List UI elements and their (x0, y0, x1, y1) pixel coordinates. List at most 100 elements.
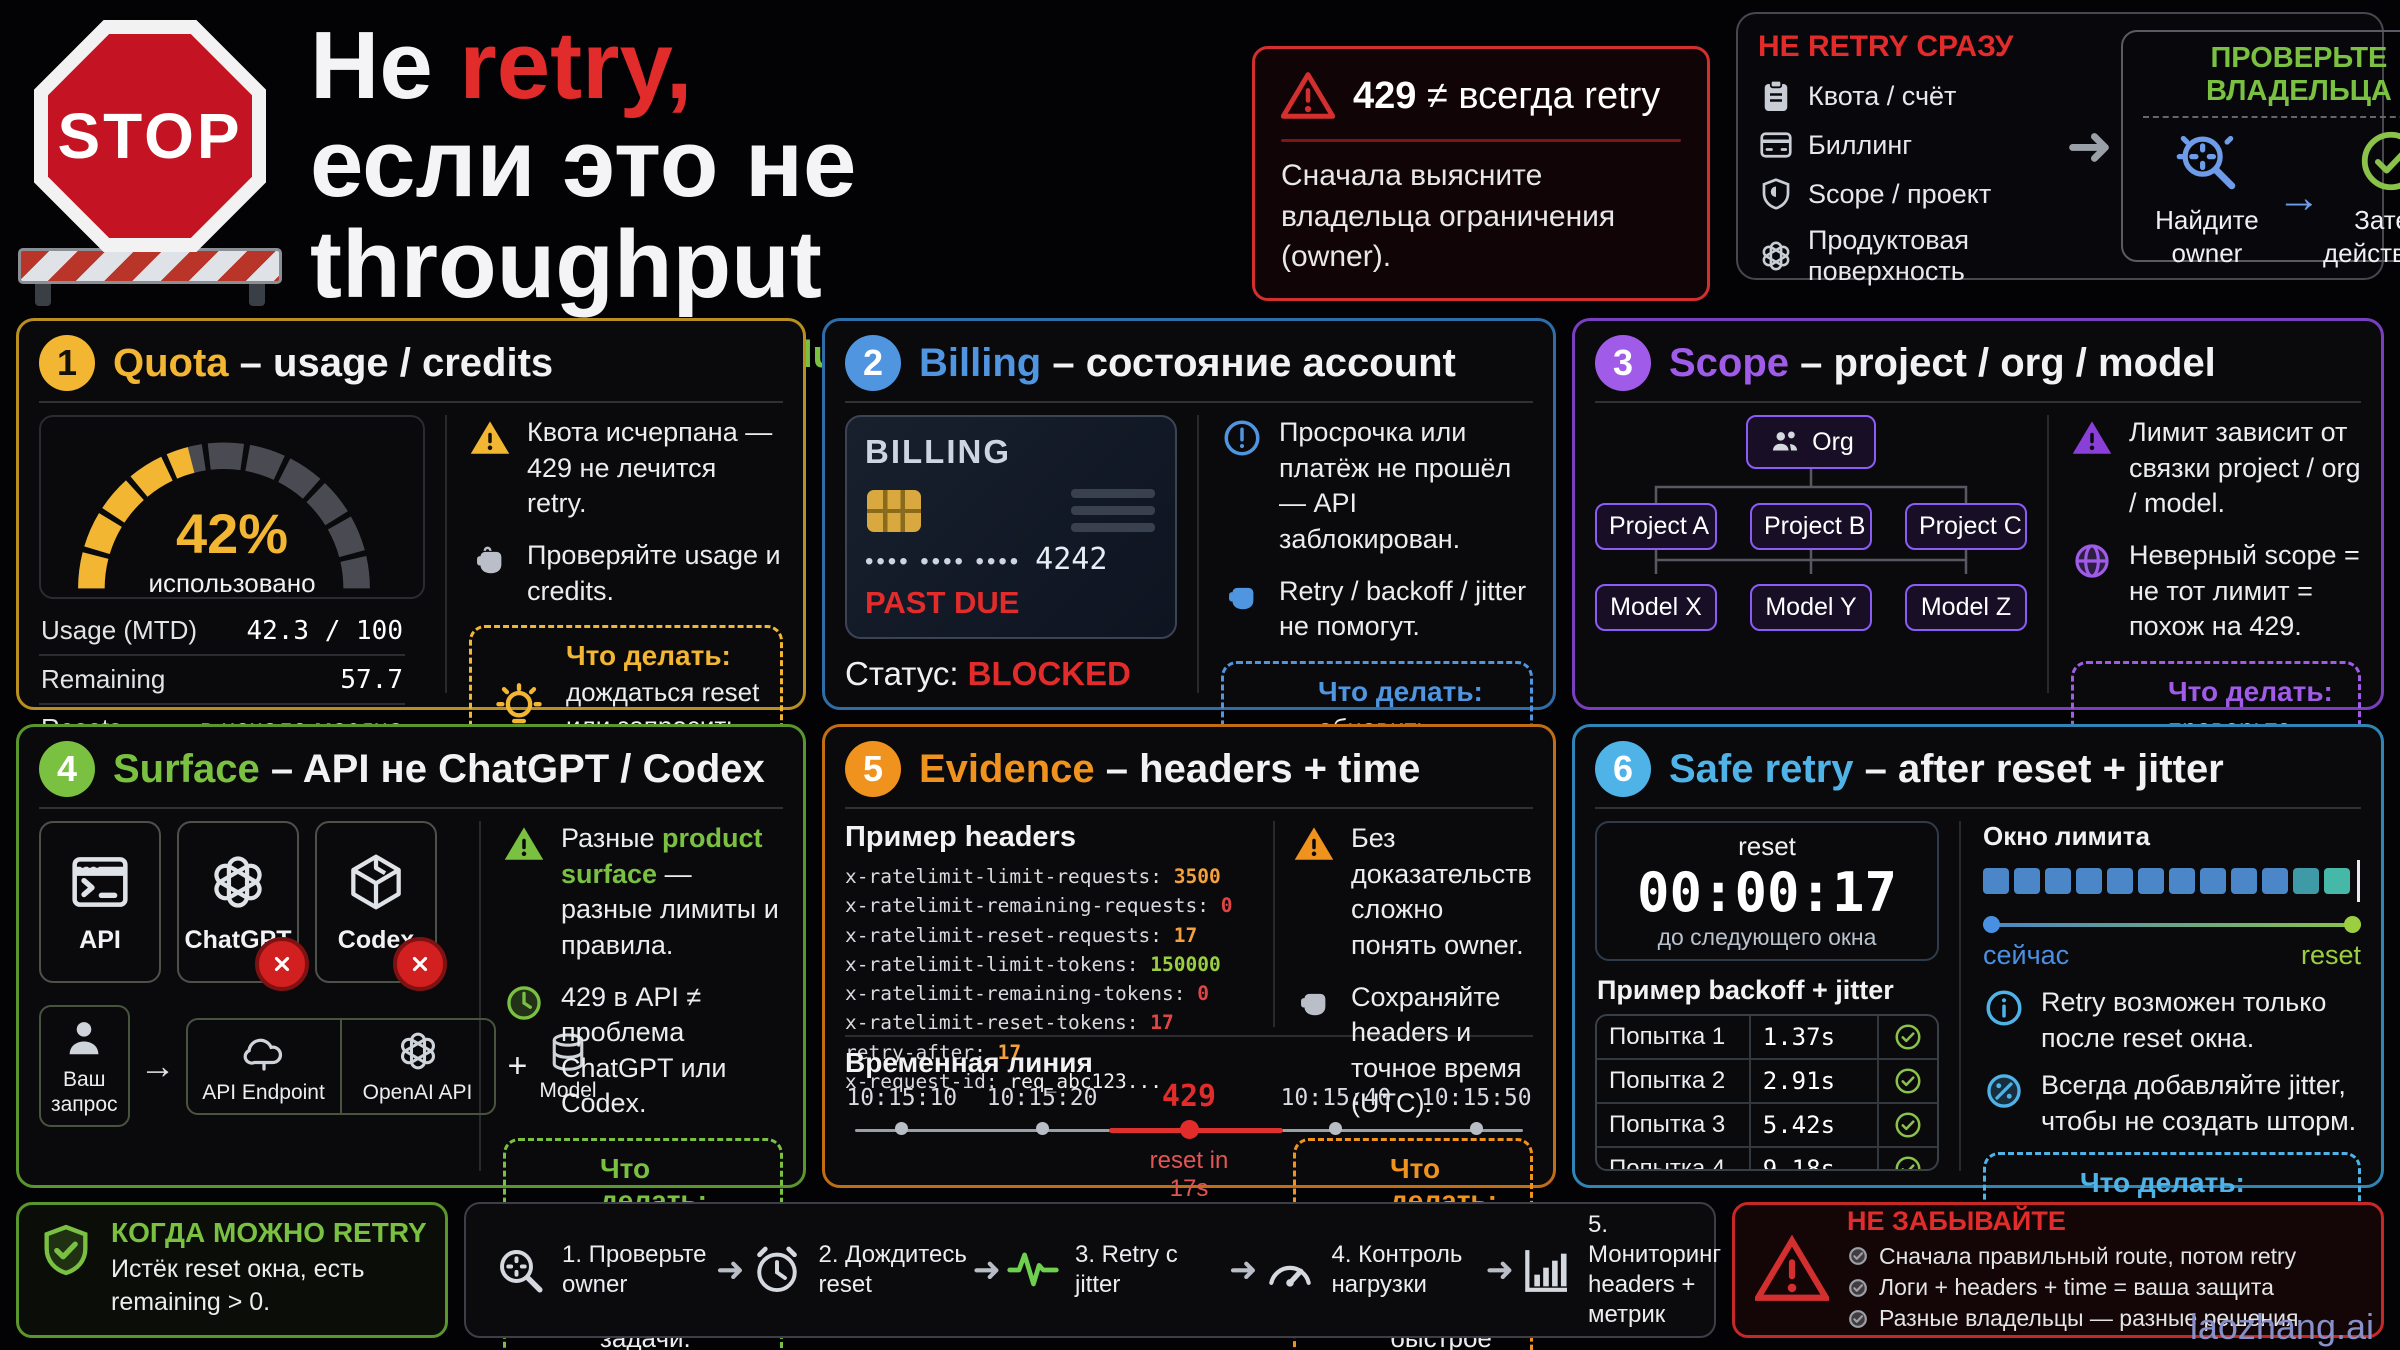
limit-window: Окно лимита сейчас reset (1983, 821, 2361, 971)
alert-429-text: Сначала выясните владельца ограничения (… (1281, 159, 1616, 273)
panel-point: Просрочка или платёж не прошёл — API заб… (1221, 415, 1533, 558)
bottom-bar: КОГДА МОЖНО RETRY Истёк reset окна, есть… (16, 1202, 2384, 1338)
shield-icon (1762, 178, 1790, 210)
gauge-percent: 42% (175, 502, 289, 565)
flow-label: API Endpoint (202, 1080, 325, 1104)
check-circle-icon (1895, 1024, 1921, 1050)
surface-card-codex: Codex (315, 821, 447, 991)
header-line: x-ratelimit-limit-tokens: 150000 (845, 952, 1221, 976)
panel-title: Surface – API не ChatGPT / Codex (113, 746, 765, 791)
tree-project-node: Project A (1595, 503, 1717, 550)
what-to-do-title: Что делать: (1390, 1153, 1497, 1216)
tree-connector (1654, 469, 1968, 503)
card-number-dots: •••• •••• •••• (865, 548, 1022, 575)
past-due-badge: PAST DUE (865, 585, 1020, 620)
flow-endpoint-group: API Endpoint OpenAI API (185, 1017, 496, 1115)
gauge-arc (78, 442, 370, 589)
no-retry-item-label: Продуктовая поверхность (1808, 225, 1969, 286)
check-circle-icon (1895, 1068, 1921, 1094)
gauge-caption: использовано (148, 568, 316, 598)
step-monitoring: 5. Мониторинг headers + метрик (1518, 1210, 1738, 1330)
status-blocked-value: BLOCKED (967, 655, 1131, 692)
header-line: x-ratelimit-remaining-requests: 0 (845, 894, 1233, 918)
page-title-line2: если это не throughput (310, 110, 857, 318)
reminder-title: НЕ ЗАБЫВАЙТЕ (1847, 1205, 2066, 1236)
fist-icon (477, 546, 502, 574)
blocked-x-icon (255, 937, 309, 991)
tree-model-node: Model Z (1905, 584, 2027, 631)
panel-point: Разные product surface — разные лимиты и… (503, 821, 783, 964)
panel-point: Всегда добавляйте jitter, чтобы не созда… (1983, 1068, 2361, 1139)
timeline-reset-note: reset in 17s (1149, 1147, 1229, 1202)
step-label: 3. Retry с jitter (1075, 1241, 1178, 1298)
reminder-item: Сначала правильный route, потом retry (1847, 1241, 2298, 1272)
stop-sign: STOP (16, 12, 284, 306)
timeline-point: 10:15:50 (1416, 1085, 1536, 1135)
watermark: laozhang.ai (2189, 1306, 2374, 1347)
panel-billing: 2 Billing – состояние account BILLING ••… (822, 318, 1556, 896)
dashed-divider (2142, 116, 2400, 118)
step-load-control: 4. Контроль нагрузки (1262, 1240, 1482, 1300)
warning-triangle-icon (1281, 72, 1335, 119)
card-lines (1071, 489, 1155, 532)
step-label: 5. Мониторинг headers + метрик (1588, 1211, 1722, 1328)
no-retry-item-surface: Продуктовая поверхность (1758, 225, 2058, 287)
cloud-icon (243, 1038, 282, 1071)
panel-point: Лимит зависит от связки project / org / … (2071, 415, 2361, 522)
timeline-section: Временная линия 10:15:10 10:15:20 429 res… (845, 1035, 1533, 1202)
reminder-item: Логи + headers + time = ваша защита (1847, 1272, 2298, 1303)
panel-surface: 4 Surface – API не ChatGPT / Codex API C… (16, 724, 806, 1350)
now-label: сейчас (1983, 940, 2070, 970)
person-icon (69, 1022, 99, 1055)
timeline-label: Временная линия (845, 1047, 1093, 1078)
flow-label: Ваш запрос (51, 1068, 118, 1117)
alert-429-box: 429 ≠ всегда retry Сначала выясните влад… (1252, 46, 1710, 301)
database-icon (552, 1032, 584, 1071)
header-line: x-request-id: req_abc123... (845, 1069, 1162, 1093)
flow-label: OpenAI API (362, 1080, 473, 1104)
openai-icon (1762, 241, 1790, 271)
no-retry-item-quota: Квота / счёт (1758, 78, 2058, 114)
quota-gauge-column: 42% использовано Usage (MTD) 42.3 / 100 R… (39, 415, 447, 754)
magnifier-icon (500, 1250, 543, 1293)
arrow-icon: ➜ (716, 1251, 745, 1289)
step-wait-reset: 2. Дождитесь reset (749, 1240, 969, 1300)
waveform-icon (1007, 1252, 1059, 1287)
header: STOP Не retry, если это не throughput Qu… (16, 12, 2400, 419)
check-owner-box: ПРОВЕРЬТЕ ВЛАДЕЛЬЦА Найдите owner → Зате… (2120, 30, 2400, 268)
when-retry-title: КОГДА МОЖНО RETRY (111, 1217, 427, 1248)
panel-title: Billing – состояние account (919, 340, 1456, 385)
header-line: retry-after: 17 (845, 1040, 1022, 1064)
header-line: x-ratelimit-limit-requests: 3500 (845, 865, 1221, 888)
no-retry-item-label: Квота / счёт (1808, 80, 1957, 111)
panel-title: Evidence – headers + time (919, 746, 1421, 791)
tree-project-node: Project C (1905, 503, 2027, 550)
check-owner-title: ПРОВЕРЬТЕ ВЛАДЕЛЬЦА (2205, 42, 2392, 107)
surface-card-chatgpt: ChatGPT (177, 821, 309, 991)
step-retry-jitter: 3. Retry с jitter (1005, 1240, 1225, 1300)
panel-number-badge: 2 (845, 335, 901, 391)
timeline: 10:15:10 10:15:20 429 reset in 17s 10:15:… (846, 1079, 1531, 1202)
no-retry-item-scope: Scope / проект (1758, 176, 2058, 212)
when-retry-text: Истёк reset окна, есть remaining > 0. (111, 1255, 365, 1316)
panel-scope: 3 Scope – project / org / model Org Proj… (1572, 318, 2384, 862)
surface-card-api: API (39, 821, 161, 983)
panel-title: Safe retry – after reset + jitter (1669, 746, 2224, 791)
now-dot (1983, 916, 2000, 933)
card-last4: 4242 (1035, 542, 1108, 577)
headers-code-block: x-ratelimit-limit-requests: 3500 x-ratel… (845, 862, 1253, 1096)
jitter-icon (1987, 1074, 2021, 1108)
timeline-429-point: 429 reset in 17s (1129, 1079, 1249, 1203)
panel-point: 429 в API ≠ проблема ChatGPT или Codex. (503, 980, 783, 1123)
arrow-icon: → (139, 1045, 176, 1087)
panel-quota: 1 Quota – usage / credits 42% использова… (16, 318, 806, 793)
flow-your-request: Ваш запрос (39, 1005, 130, 1128)
tree-model-node: Model Y (1750, 584, 1872, 631)
header-line: x-ratelimit-reset-requests: 17 (845, 923, 1198, 947)
no-retry-item-billing: Биллинг (1758, 127, 2058, 163)
window-slider (1983, 914, 2361, 936)
alarm-clock-icon (756, 1246, 797, 1293)
panel-number-badge: 5 (845, 741, 901, 797)
cube-icon (351, 854, 401, 909)
timeline-point: 10:15:10 (842, 1085, 962, 1135)
